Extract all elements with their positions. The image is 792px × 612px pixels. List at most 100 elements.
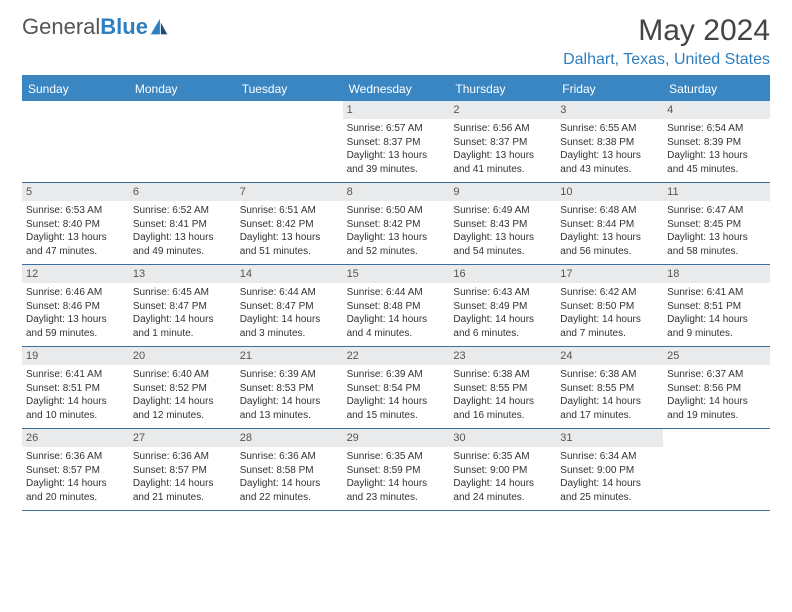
daylight2-text: and 3 minutes. (240, 327, 339, 341)
sunset-text: Sunset: 8:50 PM (560, 300, 659, 314)
daylight1-text: Daylight: 13 hours (347, 149, 446, 163)
sunset-text: Sunset: 8:38 PM (560, 136, 659, 150)
sunrise-text: Sunrise: 6:54 AM (667, 122, 766, 136)
day-cell: 28Sunrise: 6:36 AMSunset: 8:58 PMDayligh… (236, 429, 343, 510)
day-cell: 12Sunrise: 6:46 AMSunset: 8:46 PMDayligh… (22, 265, 129, 346)
day-cell: 5Sunrise: 6:53 AMSunset: 8:40 PMDaylight… (22, 183, 129, 264)
sunrise-text: Sunrise: 6:36 AM (133, 450, 232, 464)
day-number: 3 (556, 101, 663, 119)
day-number: 10 (556, 183, 663, 201)
sunset-text: Sunset: 8:42 PM (347, 218, 446, 232)
sunrise-text: Sunrise: 6:38 AM (560, 368, 659, 382)
day-number: 14 (236, 265, 343, 283)
day-number: 5 (22, 183, 129, 201)
week-row: 5Sunrise: 6:53 AMSunset: 8:40 PMDaylight… (22, 183, 770, 265)
daylight2-text: and 19 minutes. (667, 409, 766, 423)
day-header: Tuesday (236, 77, 343, 101)
sunrise-text: Sunrise: 6:47 AM (667, 204, 766, 218)
daylight2-text: and 15 minutes. (347, 409, 446, 423)
daylight1-text: Daylight: 14 hours (667, 313, 766, 327)
daylight2-text: and 21 minutes. (133, 491, 232, 505)
sunset-text: Sunset: 8:57 PM (133, 464, 232, 478)
daylight1-text: Daylight: 14 hours (347, 477, 446, 491)
daylight1-text: Daylight: 14 hours (347, 313, 446, 327)
day-number: 17 (556, 265, 663, 283)
daylight1-text: Daylight: 14 hours (133, 313, 232, 327)
sunrise-text: Sunrise: 6:41 AM (667, 286, 766, 300)
sunset-text: Sunset: 8:46 PM (26, 300, 125, 314)
day-cell: 1Sunrise: 6:57 AMSunset: 8:37 PMDaylight… (343, 101, 450, 182)
sunrise-text: Sunrise: 6:48 AM (560, 204, 659, 218)
daylight1-text: Daylight: 13 hours (667, 231, 766, 245)
day-number: 2 (449, 101, 556, 119)
brand-blue: Blue (100, 14, 148, 39)
day-cell: 30Sunrise: 6:35 AMSunset: 9:00 PMDayligh… (449, 429, 556, 510)
day-number: 19 (22, 347, 129, 365)
daylight2-text: and 39 minutes. (347, 163, 446, 177)
sunrise-text: Sunrise: 6:53 AM (26, 204, 125, 218)
daylight1-text: Daylight: 14 hours (240, 477, 339, 491)
day-cell (236, 101, 343, 182)
sunrise-text: Sunrise: 6:50 AM (347, 204, 446, 218)
daylight2-text: and 41 minutes. (453, 163, 552, 177)
day-header: Thursday (449, 77, 556, 101)
daylight2-text: and 47 minutes. (26, 245, 125, 259)
day-header: Monday (129, 77, 236, 101)
day-header: Friday (556, 77, 663, 101)
day-cell: 26Sunrise: 6:36 AMSunset: 8:57 PMDayligh… (22, 429, 129, 510)
day-number: 18 (663, 265, 770, 283)
day-number: 31 (556, 429, 663, 447)
daylight1-text: Daylight: 14 hours (26, 395, 125, 409)
daylight1-text: Daylight: 14 hours (347, 395, 446, 409)
day-cell: 16Sunrise: 6:43 AMSunset: 8:49 PMDayligh… (449, 265, 556, 346)
day-cell (22, 101, 129, 182)
day-number: 1 (343, 101, 450, 119)
daylight2-text: and 12 minutes. (133, 409, 232, 423)
sunrise-text: Sunrise: 6:52 AM (133, 204, 232, 218)
sunset-text: Sunset: 8:56 PM (667, 382, 766, 396)
sunset-text: Sunset: 8:43 PM (453, 218, 552, 232)
day-number: 23 (449, 347, 556, 365)
day-cell: 19Sunrise: 6:41 AMSunset: 8:51 PMDayligh… (22, 347, 129, 428)
daylight1-text: Daylight: 14 hours (240, 313, 339, 327)
sunrise-text: Sunrise: 6:37 AM (667, 368, 766, 382)
daylight2-text: and 51 minutes. (240, 245, 339, 259)
day-number: 27 (129, 429, 236, 447)
daylight1-text: Daylight: 14 hours (133, 477, 232, 491)
daylight2-text: and 49 minutes. (133, 245, 232, 259)
daylight2-text: and 9 minutes. (667, 327, 766, 341)
day-cell: 14Sunrise: 6:44 AMSunset: 8:47 PMDayligh… (236, 265, 343, 346)
day-cell: 17Sunrise: 6:42 AMSunset: 8:50 PMDayligh… (556, 265, 663, 346)
day-number: 28 (236, 429, 343, 447)
sunset-text: Sunset: 8:53 PM (240, 382, 339, 396)
day-header: Wednesday (343, 77, 450, 101)
sunrise-text: Sunrise: 6:44 AM (240, 286, 339, 300)
day-number: 7 (236, 183, 343, 201)
daylight1-text: Daylight: 13 hours (560, 149, 659, 163)
daylight2-text: and 43 minutes. (560, 163, 659, 177)
sunrise-text: Sunrise: 6:56 AM (453, 122, 552, 136)
day-number: 29 (343, 429, 450, 447)
sunset-text: Sunset: 8:55 PM (560, 382, 659, 396)
day-cell: 3Sunrise: 6:55 AMSunset: 8:38 PMDaylight… (556, 101, 663, 182)
day-header: Saturday (663, 77, 770, 101)
week-row: 12Sunrise: 6:46 AMSunset: 8:46 PMDayligh… (22, 265, 770, 347)
sunrise-text: Sunrise: 6:40 AM (133, 368, 232, 382)
daylight2-text: and 59 minutes. (26, 327, 125, 341)
page-header: GeneralBlue May 2024 Dalhart, Texas, Uni… (22, 14, 770, 69)
daylight2-text: and 7 minutes. (560, 327, 659, 341)
daylight2-text: and 13 minutes. (240, 409, 339, 423)
day-cell: 2Sunrise: 6:56 AMSunset: 8:37 PMDaylight… (449, 101, 556, 182)
daylight2-text: and 4 minutes. (347, 327, 446, 341)
sunrise-text: Sunrise: 6:45 AM (133, 286, 232, 300)
daylight1-text: Daylight: 14 hours (453, 313, 552, 327)
day-cell: 15Sunrise: 6:44 AMSunset: 8:48 PMDayligh… (343, 265, 450, 346)
day-number: 25 (663, 347, 770, 365)
daylight1-text: Daylight: 13 hours (453, 149, 552, 163)
day-number: 9 (449, 183, 556, 201)
day-number: 13 (129, 265, 236, 283)
week-row: 19Sunrise: 6:41 AMSunset: 8:51 PMDayligh… (22, 347, 770, 429)
sunset-text: Sunset: 8:49 PM (453, 300, 552, 314)
daylight1-text: Daylight: 14 hours (133, 395, 232, 409)
daylight2-text: and 45 minutes. (667, 163, 766, 177)
